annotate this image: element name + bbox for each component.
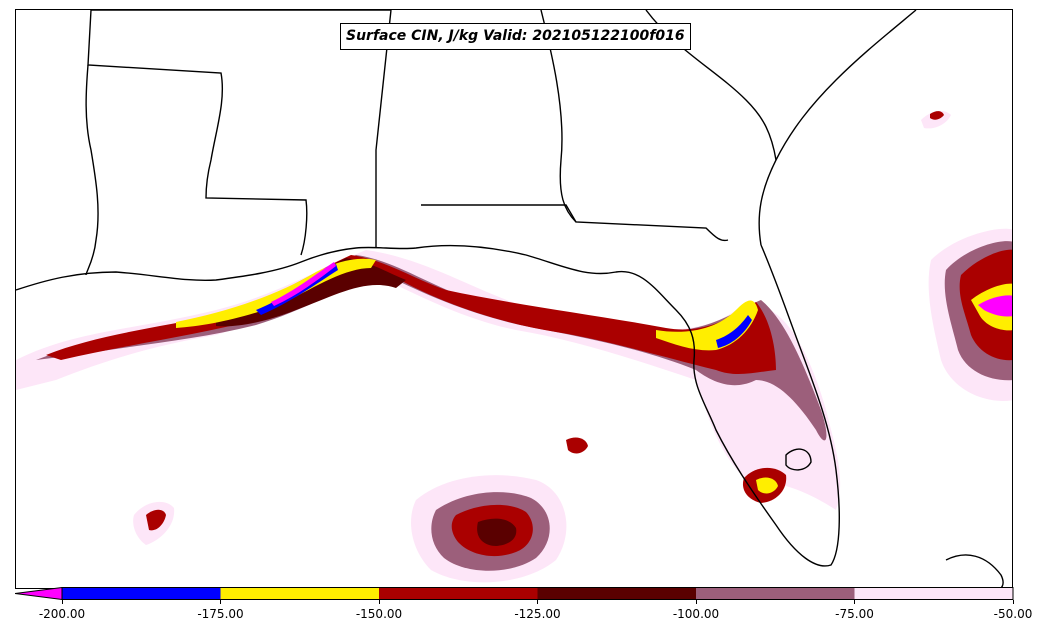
colorbar-segment xyxy=(537,587,696,600)
colorbar-tick-label: -100.00 xyxy=(672,607,720,621)
colorbar-tick-label: -50.00 xyxy=(993,607,1033,621)
colorbar-tick-label: -125.00 xyxy=(514,607,561,621)
colorbar-segment xyxy=(62,587,221,600)
border-la-ms xyxy=(87,10,308,256)
colorbar-segments xyxy=(15,587,1013,600)
cin-blob-fl-inner xyxy=(756,477,778,494)
colorbar-tick-mark xyxy=(378,600,380,604)
colorbar-tick-label: -175.00 xyxy=(197,607,244,621)
colorbar-segment xyxy=(379,587,538,600)
colorbar xyxy=(15,587,1014,600)
colorbar-extend-min xyxy=(15,587,63,600)
cin-speck-west-inner xyxy=(146,509,166,531)
cin-band-maroon xyxy=(216,258,406,327)
cin-fl-blue xyxy=(716,315,752,348)
colorbar-segment xyxy=(220,587,379,600)
colorbar-tick-label: -150.00 xyxy=(355,607,403,621)
cin-band-darkred xyxy=(46,255,776,375)
cuba-coast xyxy=(945,554,1004,588)
colorbar-tick-mark xyxy=(61,600,63,604)
colorbar-tick-mark xyxy=(220,600,221,604)
cin-speck-ne-inner xyxy=(930,111,944,120)
gulf-coastline xyxy=(16,244,840,567)
map-canvas xyxy=(16,10,1012,588)
cin-field xyxy=(16,110,1012,583)
cin-blob-east-magenta xyxy=(978,295,1012,317)
map-title: Surface CIN, J/kg Valid: 202105122100f01… xyxy=(340,23,691,50)
cin-blob-south-maroon xyxy=(477,518,517,546)
border-ms-al xyxy=(375,10,392,248)
colorbar-tick-label: -75.00 xyxy=(835,607,874,621)
colorbar-tick-label: -200.00 xyxy=(38,607,86,621)
colorbar-tick-mark xyxy=(854,600,855,604)
coastlines-borders xyxy=(16,10,1004,588)
colorbar-tick-mark xyxy=(537,600,538,604)
border-fl-north xyxy=(421,204,729,242)
colorbar-tick-mark xyxy=(1012,600,1014,604)
map-panel: Surface CIN, J/kg Valid: 202105122100f01… xyxy=(15,9,1013,589)
fl-lake-okeechobee xyxy=(785,448,812,471)
atlantic-coastline xyxy=(758,10,917,246)
cin-band-magenta xyxy=(271,262,336,306)
colorbar-segment xyxy=(854,587,1013,600)
cin-speck-mid xyxy=(566,437,588,454)
colorbar-outline xyxy=(61,587,1014,600)
colorbar-segment xyxy=(696,587,855,600)
border-la-west xyxy=(85,64,99,276)
colorbar-tick-mark xyxy=(695,600,697,604)
